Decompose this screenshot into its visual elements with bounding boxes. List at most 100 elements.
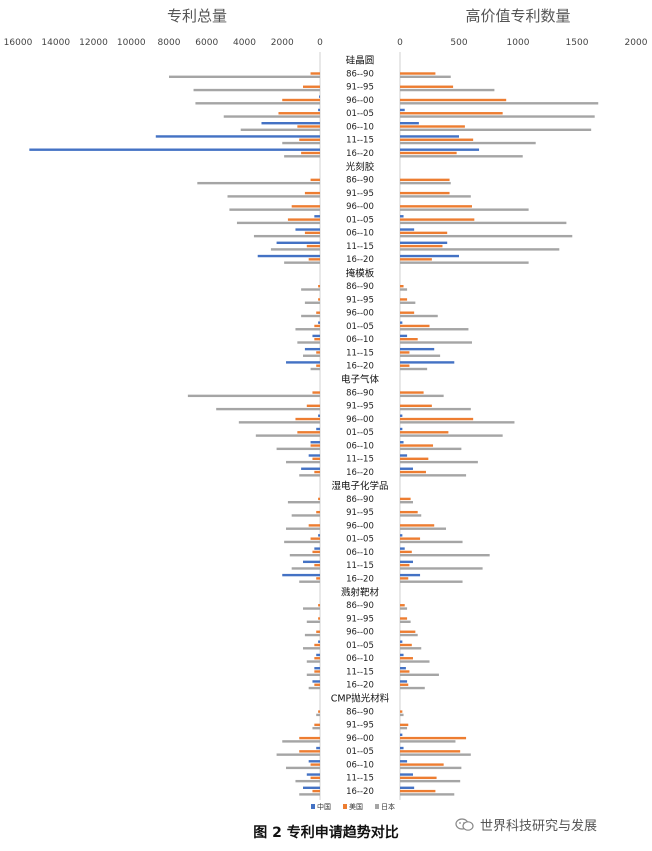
- high-value-bar-中国: [400, 108, 405, 112]
- total-bar-美国: [304, 231, 320, 235]
- total-bar-美国: [312, 457, 320, 460]
- total-bar-美国: [297, 125, 320, 128]
- high-value-bar-美国: [400, 98, 507, 102]
- high-value-bar-日本: [400, 460, 478, 464]
- total-bar-中国: [155, 135, 320, 138]
- high-value-bar-美国: [400, 457, 429, 460]
- total-bar-美国: [310, 72, 320, 75]
- left-panel: 专利总量 16000 14000 12000 10000 8000 6000 4000 2000…: [4, 7, 323, 800]
- watermark-text: 世界科技研究与发展: [480, 819, 598, 834]
- high-value-bar-中国: [400, 653, 404, 657]
- high-value-bar-美国: [400, 298, 408, 301]
- high-value-bar-美国: [400, 763, 444, 766]
- period-label: 16--20: [346, 149, 374, 159]
- high-value-bar-美国: [400, 630, 416, 633]
- high-value-bar-美国: [400, 776, 437, 780]
- total-bar-日本: [286, 527, 320, 530]
- total-bar-日本: [312, 726, 320, 730]
- total-bar-日本: [304, 301, 320, 304]
- high-value-bar-美国: [400, 178, 450, 182]
- total-bar-日本: [284, 155, 320, 158]
- high-value-bar-中国: [400, 560, 413, 564]
- total-bar-中国: [318, 108, 320, 112]
- high-value-bar-中国: [400, 573, 421, 577]
- period-label: 16--20: [346, 468, 374, 478]
- total-bar-中国: [319, 95, 320, 98]
- high-value-bar-日本: [400, 115, 595, 118]
- total-bar-美国: [318, 604, 320, 607]
- high-value-bar-日本: [400, 221, 567, 225]
- high-value-bar-日本: [400, 128, 592, 131]
- total-bar-美国: [310, 444, 320, 447]
- period-label: 06--10: [346, 654, 374, 664]
- high-value-bar-美国: [400, 404, 432, 407]
- total-bar-美国: [312, 550, 320, 554]
- total-bar-日本: [255, 434, 320, 437]
- period-label: 11--15: [346, 455, 374, 465]
- total-bar-美国: [314, 643, 320, 647]
- high-value-bar-日本: [400, 75, 451, 78]
- period-label: 06--10: [346, 548, 374, 558]
- period-label: 96--00: [346, 96, 374, 106]
- high-value-bar-日本: [400, 740, 456, 743]
- high-value-bar-日本: [400, 447, 462, 451]
- high-value-bar-美国: [400, 218, 475, 221]
- period-label: 91--95: [346, 295, 374, 305]
- legend: 中国 美国 日本: [311, 802, 395, 811]
- total-bar-中国: [286, 361, 320, 364]
- high-value-bar-日本: [400, 713, 404, 717]
- high-value-bar-美国: [400, 670, 410, 673]
- total-bar-美国: [314, 563, 320, 567]
- total-bar-中国: [301, 467, 320, 470]
- total-bar-日本: [304, 633, 320, 637]
- right-tick-label: 2000: [625, 38, 648, 48]
- high-value-bar-美国: [400, 617, 408, 620]
- high-value-bar-日本: [400, 554, 490, 557]
- high-value-bar-美国: [400, 258, 432, 261]
- total-bar-中国: [306, 773, 320, 776]
- total-bar-美国: [318, 617, 320, 620]
- high-value-bar-中国: [400, 414, 403, 417]
- high-value-bar-美国: [400, 723, 409, 727]
- total-bar-美国: [282, 98, 320, 102]
- total-bar-中国: [312, 334, 320, 338]
- right-panel-title: 高价值专利数量: [465, 7, 570, 25]
- total-bar-中国: [314, 215, 320, 218]
- high-value-bar-日本: [400, 421, 515, 424]
- high-value-bar-中国: [400, 640, 403, 643]
- total-bar-中国: [261, 122, 320, 125]
- total-bar-日本: [295, 779, 320, 783]
- period-label: 01--05: [346, 428, 374, 438]
- high-value-bar-日本: [400, 567, 483, 570]
- high-value-bar-美国: [400, 191, 450, 195]
- high-value-bar-美国: [400, 510, 418, 514]
- total-bar-中国: [304, 347, 320, 351]
- right-tick-label: 1000: [507, 38, 530, 48]
- high-value-bar-日本: [400, 793, 455, 796]
- high-value-bar-日本: [400, 686, 425, 690]
- total-bar-中国: [314, 667, 320, 670]
- total-bar-日本: [291, 514, 320, 517]
- high-value-bar-美国: [400, 85, 454, 88]
- total-bar-美国: [303, 85, 320, 88]
- high-value-bar-日本: [400, 234, 573, 238]
- group-label: 溅射靶材: [341, 586, 380, 598]
- total-bar-中国: [314, 547, 320, 550]
- high-value-bar-美国: [400, 643, 412, 647]
- high-value-bar-美国: [400, 417, 474, 421]
- left-tick-label: 6000: [195, 38, 218, 48]
- high-value-bar-日本: [400, 301, 416, 304]
- total-bar-美国: [316, 311, 320, 314]
- high-value-bar-中国: [400, 454, 408, 457]
- high-value-bar-中国: [400, 441, 404, 444]
- period-label: 91--95: [346, 508, 374, 518]
- high-value-bar-美国: [400, 112, 503, 115]
- total-bar-日本: [303, 647, 320, 650]
- figure-caption: 图 2 专利申请趋势对比: [253, 825, 399, 841]
- high-value-bar-美国: [400, 72, 436, 75]
- high-value-bar-日本: [400, 501, 413, 504]
- high-value-bar-中国: [400, 746, 404, 750]
- total-bar-美国: [299, 736, 320, 740]
- high-value-bar-美国: [400, 657, 413, 660]
- period-label: 06--10: [346, 335, 374, 345]
